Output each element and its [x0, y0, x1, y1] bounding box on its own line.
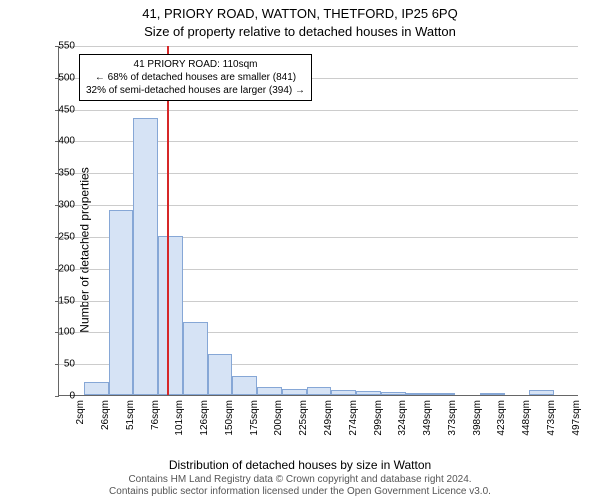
bar	[480, 393, 505, 395]
ytick-label: 100	[45, 327, 75, 338]
ytick-label: 150	[45, 295, 75, 306]
bar	[529, 390, 554, 395]
annot-line2: ← 68% of detached houses are smaller (84…	[95, 72, 296, 83]
ytick-label: 0	[45, 391, 75, 402]
bar	[257, 387, 282, 395]
ytick-label: 350	[45, 168, 75, 179]
xtick-label: 26sqm	[100, 400, 111, 450]
bar	[133, 118, 158, 395]
ytick-label: 300	[45, 200, 75, 211]
bar	[109, 210, 134, 395]
ytick-label: 500	[45, 72, 75, 83]
ytick-label: 550	[45, 41, 75, 52]
xtick-label: 150sqm	[224, 400, 235, 450]
plot-area: 41 PRIORY ROAD: 110sqm ← 68% of detached …	[58, 46, 578, 396]
bar	[356, 391, 381, 395]
xtick-label: 473sqm	[546, 400, 557, 450]
footer-line2: Contains public sector information licen…	[109, 486, 491, 497]
xtick-label: 324sqm	[397, 400, 408, 450]
gridline	[59, 110, 578, 111]
ytick-label: 50	[45, 359, 75, 370]
bar	[406, 393, 431, 395]
footer-attribution: Contains HM Land Registry data © Crown c…	[0, 474, 600, 498]
x-axis-label: Distribution of detached houses by size …	[0, 458, 600, 472]
bar	[183, 322, 208, 395]
footer-line1: Contains HM Land Registry data © Crown c…	[128, 474, 471, 485]
gridline	[59, 46, 578, 47]
annot-line3: 32% of semi-detached houses are larger (…	[86, 85, 305, 96]
chart-title: 41, PRIORY ROAD, WATTON, THETFORD, IP25 …	[0, 6, 600, 21]
xtick-label: 423sqm	[496, 400, 507, 450]
xtick-label: 274sqm	[348, 400, 359, 450]
bar	[84, 382, 109, 395]
bar	[381, 392, 406, 395]
xtick-label: 349sqm	[422, 400, 433, 450]
ytick-label: 400	[45, 136, 75, 147]
annotation-box: 41 PRIORY ROAD: 110sqm ← 68% of detached …	[79, 54, 312, 101]
xtick-label: 398sqm	[472, 400, 483, 450]
xtick-label: 126sqm	[199, 400, 210, 450]
xtick-label: 497sqm	[571, 400, 582, 450]
xtick-label: 448sqm	[521, 400, 532, 450]
ytick-label: 200	[45, 263, 75, 274]
xtick-label: 249sqm	[323, 400, 334, 450]
bar	[208, 354, 233, 395]
bar	[232, 376, 257, 395]
bar	[282, 389, 307, 395]
bar	[430, 393, 455, 395]
xtick-label: 76sqm	[150, 400, 161, 450]
xtick-label: 225sqm	[298, 400, 309, 450]
xtick-label: 101sqm	[174, 400, 185, 450]
bar	[158, 236, 183, 395]
xtick-label: 299sqm	[373, 400, 384, 450]
xtick-label: 200sqm	[273, 400, 284, 450]
chart-subtitle: Size of property relative to detached ho…	[0, 24, 600, 39]
xtick-label: 2sqm	[75, 400, 86, 450]
xtick-label: 175sqm	[249, 400, 260, 450]
annot-line1: 41 PRIORY ROAD: 110sqm	[134, 59, 258, 70]
xtick-label: 373sqm	[447, 400, 458, 450]
ytick-label: 250	[45, 231, 75, 242]
bar	[307, 387, 332, 395]
xtick-label: 51sqm	[125, 400, 136, 450]
bar	[331, 390, 356, 395]
ytick-label: 450	[45, 104, 75, 115]
